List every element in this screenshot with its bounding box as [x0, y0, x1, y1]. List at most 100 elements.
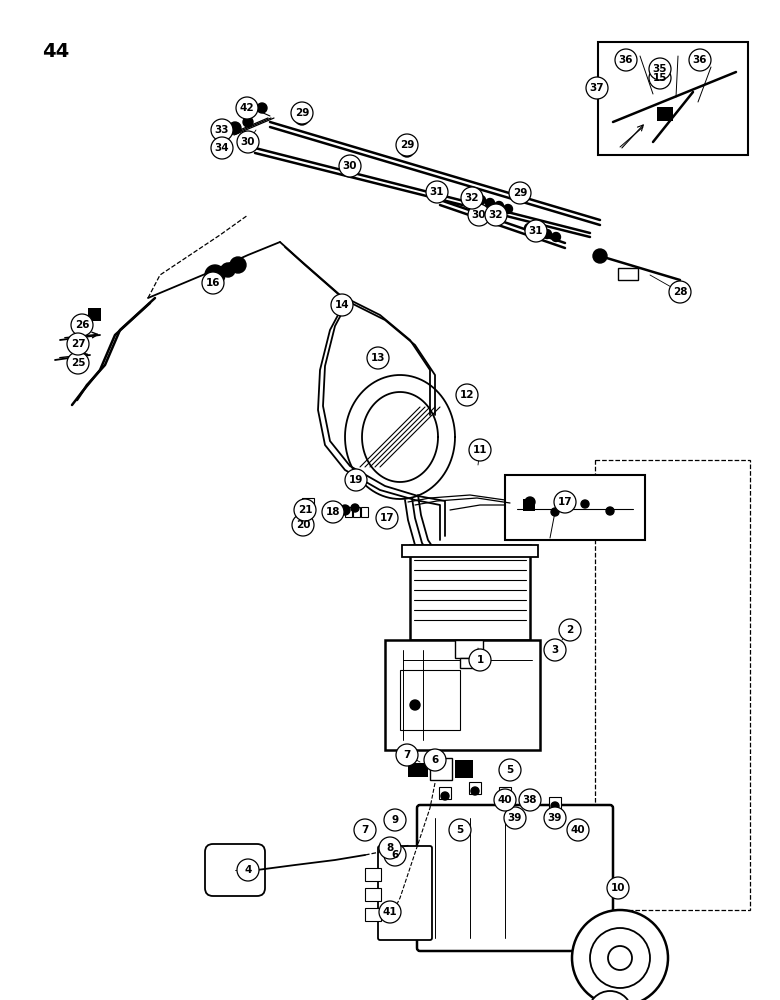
Circle shape [469, 204, 481, 216]
Bar [618, 268, 638, 280]
Text: 16: 16 [206, 278, 220, 288]
Text: 31: 31 [529, 226, 543, 236]
Circle shape [509, 182, 531, 204]
Circle shape [331, 294, 353, 316]
Circle shape [367, 347, 389, 369]
Text: 28: 28 [672, 287, 687, 297]
Circle shape [237, 859, 259, 881]
Circle shape [519, 789, 541, 811]
Bar [455, 760, 473, 778]
Circle shape [526, 797, 534, 805]
Circle shape [295, 111, 309, 125]
FancyBboxPatch shape [378, 846, 432, 940]
Circle shape [211, 119, 233, 141]
Circle shape [449, 819, 471, 841]
Bar [400, 670, 460, 730]
Circle shape [551, 232, 561, 241]
Text: 42: 42 [239, 103, 254, 113]
Circle shape [221, 263, 235, 277]
Text: 29: 29 [512, 188, 527, 198]
Bar [385, 640, 540, 750]
Text: 6: 6 [431, 755, 438, 765]
Circle shape [294, 499, 316, 521]
Text: 39: 39 [548, 813, 562, 823]
Bar [499, 787, 511, 799]
Circle shape [211, 137, 233, 159]
Bar [345, 507, 352, 517]
Circle shape [525, 220, 547, 242]
Circle shape [567, 819, 589, 841]
FancyBboxPatch shape [205, 844, 265, 896]
Bar [365, 868, 381, 881]
Circle shape [426, 181, 448, 203]
Circle shape [559, 619, 581, 641]
Text: 41: 41 [383, 907, 397, 917]
Text: 14: 14 [335, 300, 349, 310]
Circle shape [581, 500, 589, 508]
Circle shape [339, 155, 361, 177]
Text: 15: 15 [653, 73, 667, 83]
Text: 33: 33 [215, 125, 229, 135]
Circle shape [689, 49, 711, 71]
Text: 18: 18 [326, 507, 340, 517]
Text: 30: 30 [241, 137, 255, 147]
Circle shape [379, 901, 401, 923]
Text: 11: 11 [473, 445, 488, 455]
Circle shape [230, 257, 246, 273]
Text: 40: 40 [498, 795, 512, 805]
Bar [207, 278, 219, 290]
Circle shape [461, 187, 483, 209]
Bar [365, 888, 381, 901]
Circle shape [384, 844, 406, 866]
Text: 34: 34 [215, 143, 229, 153]
Circle shape [257, 103, 267, 113]
Text: 36: 36 [693, 55, 707, 65]
Circle shape [551, 802, 559, 810]
Circle shape [345, 469, 367, 491]
Circle shape [543, 230, 551, 238]
Circle shape [469, 439, 491, 461]
Bar [469, 782, 481, 794]
Circle shape [354, 819, 376, 841]
Circle shape [525, 497, 535, 507]
Circle shape [588, 991, 632, 1000]
Bar [595, 460, 750, 910]
Text: 20: 20 [296, 520, 310, 530]
Bar [365, 908, 381, 921]
Circle shape [649, 58, 671, 80]
Circle shape [572, 910, 668, 1000]
Circle shape [302, 500, 310, 508]
Circle shape [501, 792, 509, 800]
Circle shape [608, 946, 632, 970]
Bar [455, 640, 483, 658]
Circle shape [384, 809, 406, 831]
Bar [410, 545, 530, 640]
Circle shape [424, 749, 446, 771]
Circle shape [237, 131, 259, 153]
Bar [402, 545, 538, 557]
FancyBboxPatch shape [417, 805, 613, 951]
Circle shape [495, 202, 504, 211]
Circle shape [292, 514, 314, 536]
Text: 30: 30 [342, 161, 357, 171]
Text: 13: 13 [370, 353, 385, 363]
Circle shape [669, 281, 691, 303]
Circle shape [485, 204, 507, 226]
Circle shape [71, 314, 93, 336]
Text: 35: 35 [653, 64, 667, 74]
Bar [439, 787, 451, 799]
Text: 32: 32 [489, 210, 503, 220]
Circle shape [400, 143, 414, 157]
Circle shape [544, 807, 566, 829]
Circle shape [468, 204, 490, 226]
Circle shape [471, 787, 479, 795]
Circle shape [351, 504, 359, 512]
Bar [430, 758, 452, 780]
Text: 17: 17 [558, 497, 573, 507]
Circle shape [441, 792, 449, 800]
Bar [523, 499, 535, 511]
Circle shape [322, 501, 344, 523]
Bar [88, 308, 101, 321]
Circle shape [504, 205, 512, 214]
Text: 39: 39 [508, 813, 522, 823]
